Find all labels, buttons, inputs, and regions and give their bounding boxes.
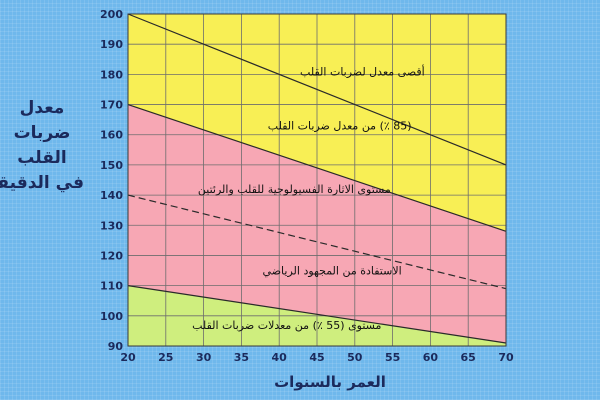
x-tick-label-70: 70 [498,351,514,364]
zone-label-1: أقصى معدل لضربات القلب [300,64,425,78]
y-tick-label-200: 200 [100,8,123,21]
boundary-line-p55 [127,285,507,344]
x-axis-label: العمر بالسنوات [274,373,386,391]
zone-label-4: الاستفادة من المجهود الرياضي [263,265,402,278]
boundary-line-mid [127,194,507,290]
y-tick-label-130: 130 [100,219,123,232]
y-axis-label: معدل ضربات القلب في الدقيقة [0,96,84,196]
y-tick-label-170: 170 [100,99,123,112]
zone-label-3: مستوى الاثارة الفسيولوجية للقلب والرئتين [198,183,391,196]
zone-label-5: مستوى (55 ٪) من معدلات ضربات القلب [192,319,381,332]
y-tick-label-190: 190 [100,38,123,51]
y-axis-label-line-1: معدل [19,98,65,118]
x-tick-label-35: 35 [234,351,249,364]
y-tick-label-140: 140 [100,189,123,202]
boundary-line-p85 [127,103,507,232]
x-tick-label-50: 50 [347,351,363,364]
y-tick-label-150: 150 [100,159,123,172]
x-tick-label-30: 30 [196,351,212,364]
boundary-line-max [127,13,507,166]
y-tick-label-180: 180 [100,68,123,81]
y-tick-label-90: 90 [108,340,124,353]
y-axis-label-line-3: القلب [17,148,67,168]
zone-label-2: (85 ٪) من معدل ضربات القلب [268,120,412,133]
x-tick-label-20: 20 [120,351,136,364]
y-tick-label-120: 120 [100,249,123,262]
x-tick-label-65: 65 [461,351,476,364]
plot-frame [127,13,507,347]
y-tick-label-110: 110 [100,280,123,293]
x-tick-label-40: 40 [272,351,288,364]
x-tick-label-45: 45 [309,351,324,364]
y-axis-label-line-4: في الدقيقة [0,173,84,193]
x-tick-label-25: 25 [158,351,173,364]
y-tick-label-160: 160 [100,129,123,142]
x-tick-label-60: 60 [423,351,439,364]
y-tick-label-100: 100 [100,310,123,323]
y-axis-label-line-2: ضربات [13,123,71,143]
x-tick-label-55: 55 [385,351,400,364]
